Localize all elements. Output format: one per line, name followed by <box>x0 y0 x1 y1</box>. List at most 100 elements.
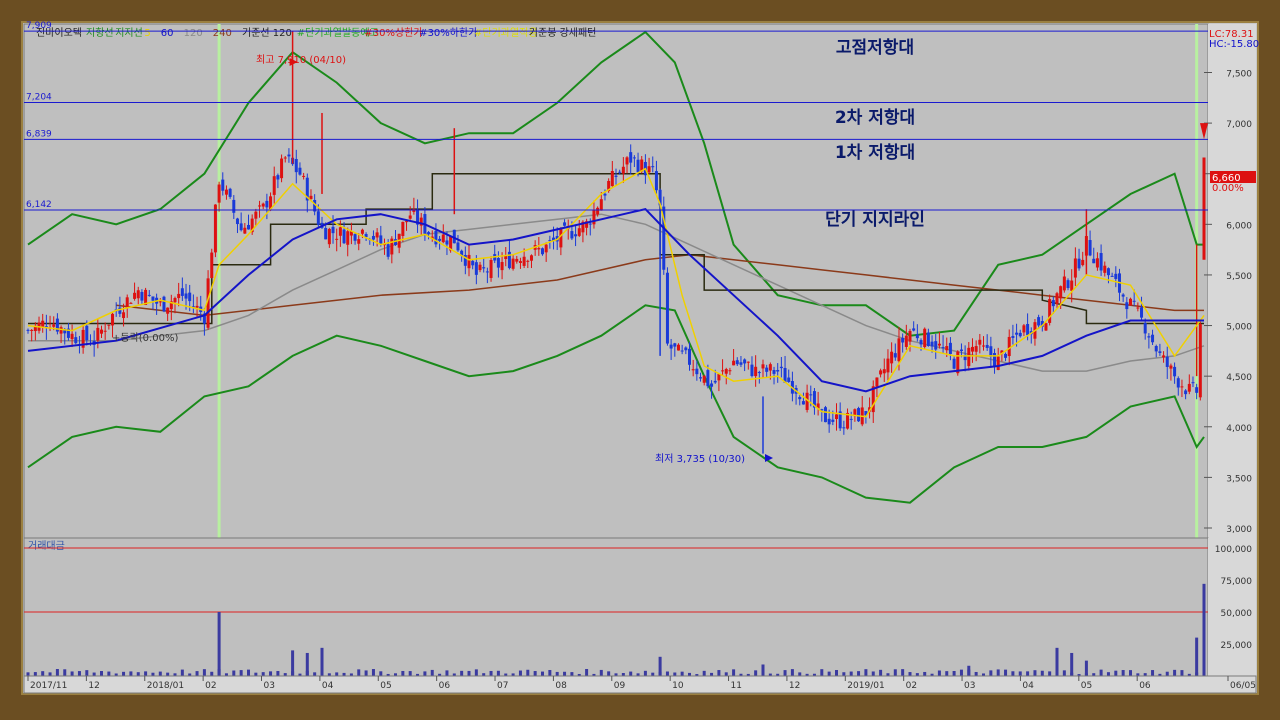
candle-body <box>827 418 831 425</box>
volume-bar <box>210 671 214 676</box>
candle-body <box>202 313 206 324</box>
level-label: 단기 지지라인 <box>825 210 925 230</box>
candle-body <box>210 252 214 279</box>
volume-title: 거래대금 <box>28 540 65 552</box>
candle-body <box>463 255 467 266</box>
candle-body <box>1151 334 1155 343</box>
price-tick-label: 3,000 <box>1226 525 1252 535</box>
candle-body <box>474 262 478 275</box>
volume-bar <box>63 669 67 676</box>
candle-body <box>243 227 247 234</box>
candle-body <box>779 366 783 369</box>
candle-body <box>489 259 493 278</box>
volume-bar <box>1011 671 1015 676</box>
candle-body <box>574 234 578 237</box>
volume-bar <box>357 669 361 676</box>
candle-body <box>1158 351 1162 353</box>
candle-body <box>919 340 923 345</box>
volume-bar <box>930 673 934 676</box>
candle-body <box>1070 280 1074 291</box>
candle-body <box>283 157 287 159</box>
candle-body <box>710 383 714 387</box>
candle-body <box>1099 253 1103 271</box>
candle-body <box>1000 350 1004 354</box>
volume-bar <box>996 669 1000 676</box>
candle-body <box>680 350 684 352</box>
volume-bar <box>577 673 581 676</box>
volume-tick-label: 100,000 <box>1215 545 1252 555</box>
volume-bar <box>188 673 192 676</box>
x-tick-label: 04 <box>322 681 334 691</box>
volume-bar <box>1165 671 1169 676</box>
candle-body <box>445 240 449 245</box>
x-tick-label: 05 <box>1081 681 1092 691</box>
candle-body <box>695 368 699 375</box>
candle-body <box>111 313 115 326</box>
candle-body <box>838 411 842 429</box>
price-tick-label: 4,000 <box>1226 424 1252 434</box>
candle-body <box>1184 390 1188 395</box>
volume-spike <box>1084 660 1088 676</box>
x-tick-label: 02 <box>906 681 917 691</box>
candle-body <box>750 364 754 377</box>
volume-bar <box>798 672 802 676</box>
volume-bar <box>173 673 177 676</box>
candle-body <box>948 342 952 354</box>
candle-body <box>96 327 100 341</box>
volume-bar <box>768 673 772 676</box>
volume-bar <box>629 671 633 676</box>
volume-bar <box>327 673 331 676</box>
candle-body <box>717 374 721 381</box>
candle-body <box>754 366 758 377</box>
candle-body <box>66 328 70 338</box>
candle-body <box>743 359 747 364</box>
candle-body <box>140 291 144 301</box>
candle-body <box>926 332 930 346</box>
volume-bar <box>827 671 831 676</box>
volume-bar <box>283 673 287 676</box>
candle-body <box>1066 280 1070 289</box>
candle-body <box>287 154 291 157</box>
x-tick-label: 06 <box>1139 681 1151 691</box>
volume-bar <box>732 669 736 676</box>
x-tick-label: 05 <box>380 681 391 691</box>
candle-body <box>879 370 883 375</box>
candle-body <box>783 367 787 383</box>
candle-body <box>1187 383 1191 392</box>
candle-body <box>180 288 184 296</box>
volume-bar <box>349 673 353 676</box>
candle-body <box>563 222 567 226</box>
price-tick-label: 6,000 <box>1226 221 1252 231</box>
candle-body <box>651 166 655 168</box>
ma240-line <box>116 253 1204 317</box>
volume-bar <box>122 671 126 676</box>
candle-body <box>133 292 137 299</box>
candle-body <box>588 223 592 225</box>
candle-body <box>585 221 589 228</box>
candle-body <box>342 229 346 244</box>
candle-body <box>81 329 85 348</box>
volume-bar <box>592 673 596 676</box>
candle-body <box>349 231 353 236</box>
volume-bar <box>555 671 559 676</box>
candle-body <box>897 338 901 362</box>
ma60-line <box>27 207 1204 393</box>
candle-body <box>835 414 838 420</box>
x-tick-label: 2019/01 <box>847 681 884 691</box>
volume-bar <box>298 673 302 676</box>
candle-body <box>1026 323 1030 336</box>
volume-bar <box>724 672 728 676</box>
volume-bar <box>702 670 706 676</box>
volume-bar <box>239 670 243 676</box>
legend-item: #30%상한가 <box>364 27 422 39</box>
candle-body <box>338 227 342 236</box>
candle-body <box>632 157 636 159</box>
candle-body <box>603 193 607 196</box>
candle-body <box>258 205 262 207</box>
candle-body <box>570 231 574 239</box>
volume-bar <box>41 671 45 676</box>
volume-bar <box>908 672 912 676</box>
volume-bar <box>643 670 647 676</box>
volume-bar <box>1187 673 1191 676</box>
candle-body <box>724 369 728 374</box>
